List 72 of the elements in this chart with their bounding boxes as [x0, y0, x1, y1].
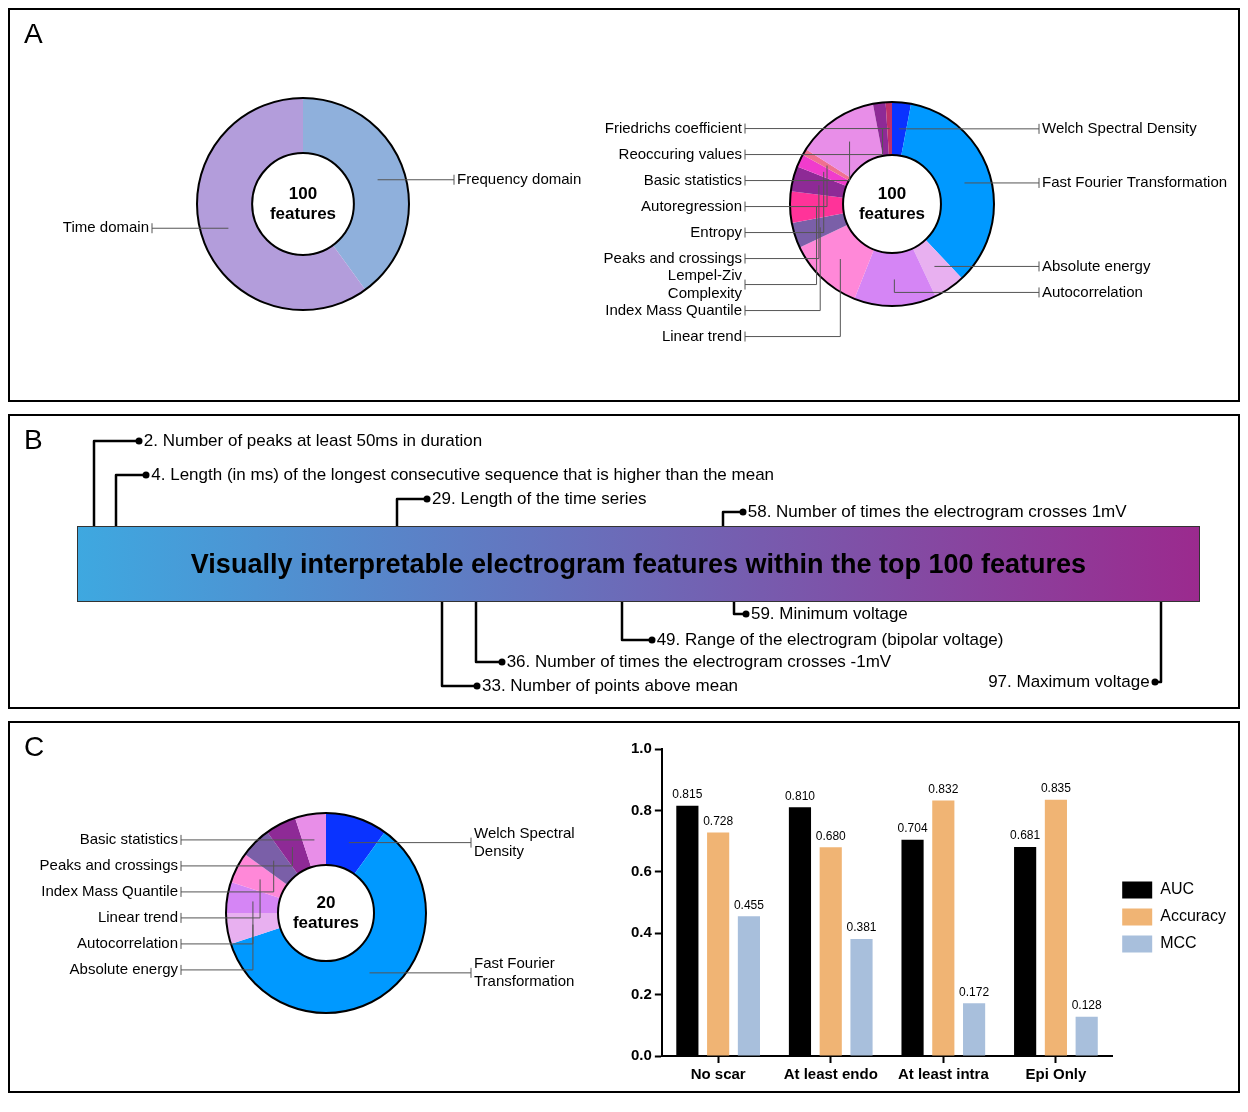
- y-tick-label: 1.0: [630, 739, 652, 757]
- x-tick-label: At least intra: [897, 1065, 990, 1083]
- text: 29. Length of the time series: [432, 489, 647, 509]
- data-label: 0.680: [815, 828, 847, 843]
- text: 33. Number of points above mean: [481, 676, 739, 696]
- legend-label: MCC: [1160, 934, 1197, 952]
- slice-label: Autocorrelation: [77, 934, 178, 952]
- bar: [850, 939, 873, 1056]
- bar: [963, 1003, 986, 1056]
- legend-label: AUC: [1160, 880, 1194, 898]
- text: 20 features: [292, 892, 360, 932]
- text: 100 features: [858, 183, 926, 223]
- slice-label: Absolute energy: [1042, 256, 1151, 274]
- bar: [1044, 799, 1067, 1056]
- text: 49. Range of the electrogram (bipolar voltage): [656, 630, 1004, 650]
- slice-label: Time domain: [62, 218, 149, 236]
- y-tick-label: 0.8: [630, 800, 652, 818]
- x-tick-label: At least endo: [783, 1065, 878, 1083]
- slice-label: Welch Spectral Density: [1042, 119, 1198, 136]
- text: A: [24, 18, 43, 50]
- x-tick-label: No scar: [690, 1065, 746, 1083]
- text: B: [24, 424, 43, 456]
- data-label: 0.810: [784, 788, 816, 803]
- data-label: 0.815: [672, 787, 703, 802]
- data-label: 0.128: [1071, 998, 1103, 1013]
- slice-label: Basic statistics: [79, 830, 178, 848]
- text: C: [24, 731, 45, 763]
- slice-label: Index Mass Quantile: [41, 882, 178, 900]
- y-tick-label: 0.0: [630, 1046, 652, 1064]
- slice-label: Welch Spectral Density: [474, 823, 575, 859]
- y-tick-label: 0.4: [630, 923, 653, 941]
- slice-label: Peaks and crossings: [39, 856, 178, 874]
- legend-label: Accuracy: [1160, 907, 1226, 925]
- bar: [707, 832, 730, 1056]
- slice-label: Entropy: [690, 222, 743, 240]
- slice-label: Fast Fourier Transformation: [474, 954, 575, 990]
- slice-label: Reoccuring values: [618, 144, 742, 162]
- bar: [932, 800, 955, 1056]
- text: 36. Number of times the electrogram crosses -1mV: [506, 652, 892, 672]
- text: 58. Number of times the electrogram crosses 1mV: [747, 502, 1127, 522]
- slice-label: Index Mass Quantile: [605, 300, 742, 318]
- data-label: 0.832: [928, 781, 959, 796]
- text: 59. Minimum voltage: [750, 604, 908, 624]
- slice-label: Autocorrelation: [1042, 282, 1143, 300]
- data-label: 0.172: [959, 984, 990, 999]
- text: Visually interpretable electrogram features within the top 100 features: [190, 548, 1087, 580]
- text: 100 features: [269, 183, 337, 223]
- data-label: 0.835: [1040, 780, 1072, 795]
- data-label: 0.728: [703, 813, 734, 828]
- bar: [737, 916, 760, 1056]
- slice-label: Linear trend: [97, 908, 178, 926]
- text: 2. Number of peaks at least 50ms in duration: [143, 431, 483, 451]
- slice-label: Friedrichs coefficient: [604, 118, 743, 136]
- slice-label: Lempel-Ziv Complexity: [667, 265, 743, 301]
- text: 4. Length (in ms) of the longest consecutive sequence that is higher than the mean: [151, 465, 775, 485]
- data-label: 0.681: [1010, 828, 1041, 843]
- slice-label: Basic statistics: [643, 170, 742, 188]
- data-label: 0.381: [846, 920, 877, 935]
- text: 97. Maximum voltage: [988, 672, 1150, 692]
- slice-label: Absolute energy: [69, 960, 179, 978]
- y-tick-label: 0.6: [630, 861, 652, 879]
- bar: [1075, 1016, 1098, 1056]
- slice-label: Peaks and crossings: [603, 248, 742, 266]
- data-label: 0.704: [897, 821, 928, 836]
- data-label: 0.455: [733, 897, 765, 912]
- slice-label: Autoregression: [641, 196, 742, 214]
- slice-label: Frequency domain: [457, 169, 582, 187]
- slice-label: Fast Fourier Transformation: [1042, 173, 1228, 191]
- bar: [819, 847, 842, 1056]
- y-tick-label: 0.2: [630, 984, 652, 1002]
- x-tick-label: Epi Only: [1025, 1065, 1087, 1083]
- slice-label: Linear trend: [661, 326, 742, 344]
